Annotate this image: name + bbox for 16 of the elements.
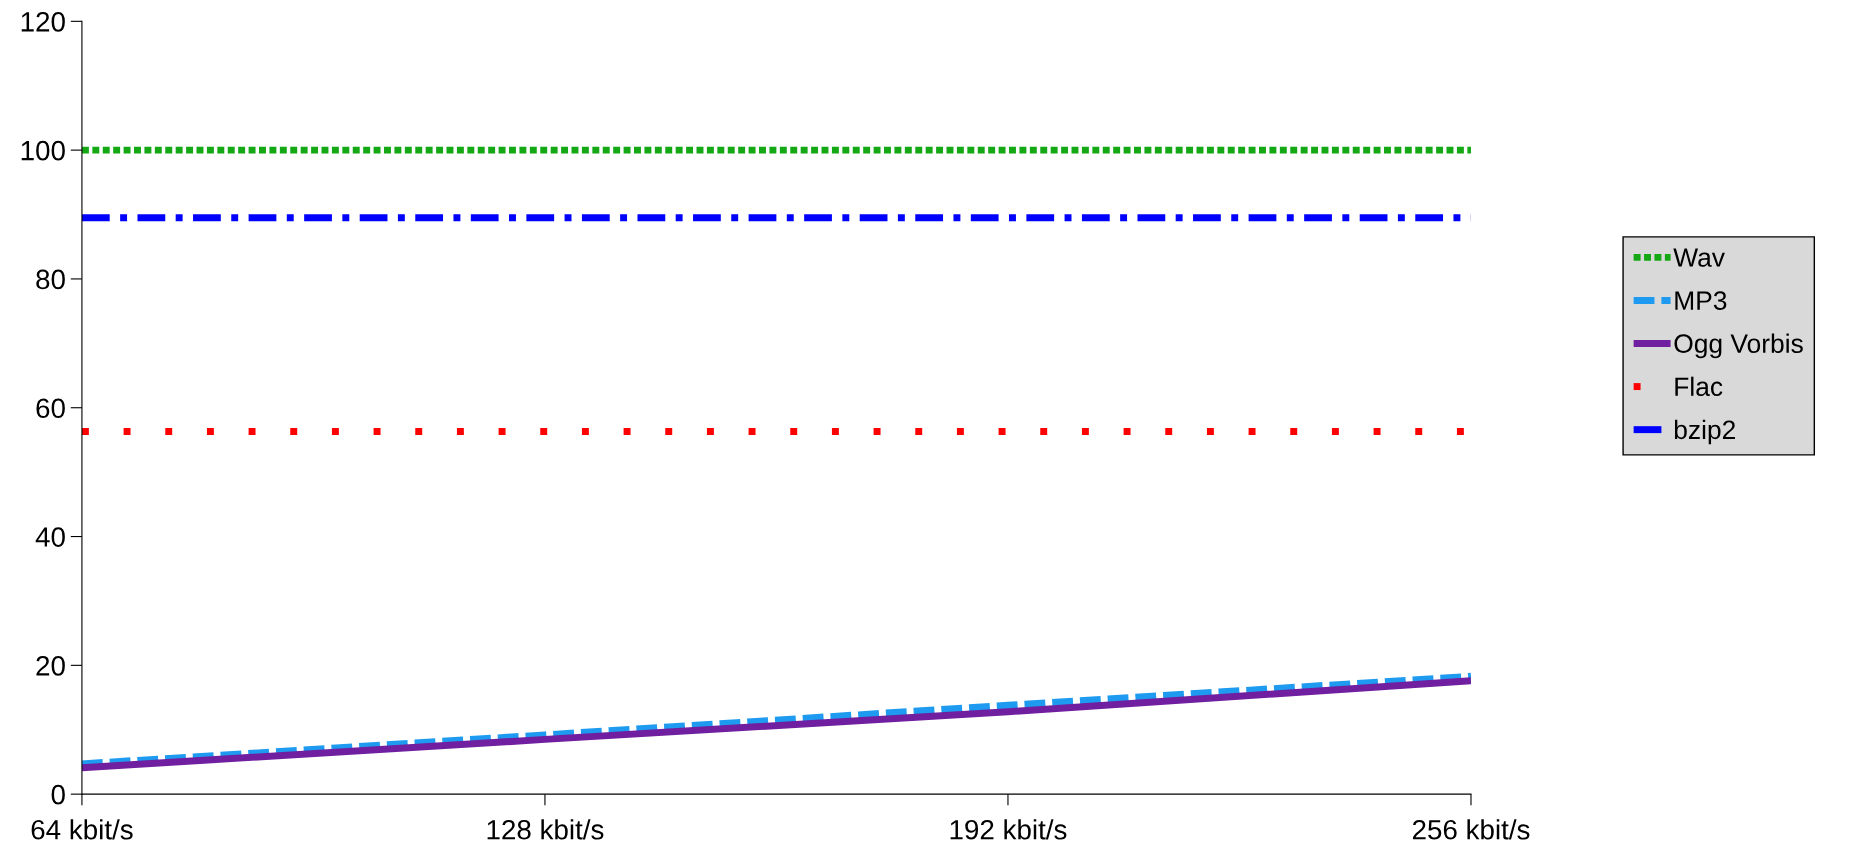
y-tick-label: 40 — [35, 527, 65, 547]
legend-label: Flac — [1675, 376, 1723, 397]
legend-label: bzip2 — [1674, 419, 1735, 445]
x-tick-label: 128 kbit/s — [487, 819, 604, 840]
x-tick-label: 64 kbit/s — [31, 819, 133, 840]
legend-label: MP3 — [1675, 291, 1727, 310]
y-tick-label: 60 — [36, 398, 65, 419]
x-tick-label: 192 kbit/s — [950, 819, 1067, 840]
y-tick-label: 120 — [21, 11, 65, 32]
legend-label: Ogg Vorbis — [1674, 333, 1803, 359]
y-tick-label: 20 — [36, 656, 65, 676]
y-tick-label: 0 — [51, 784, 65, 805]
legend-label: Wav — [1673, 248, 1725, 267]
x-tick-label: 256 kbit/s — [1412, 819, 1530, 840]
y-tick-label: 80 — [36, 269, 65, 290]
y-tick-label: 100 — [21, 140, 65, 161]
